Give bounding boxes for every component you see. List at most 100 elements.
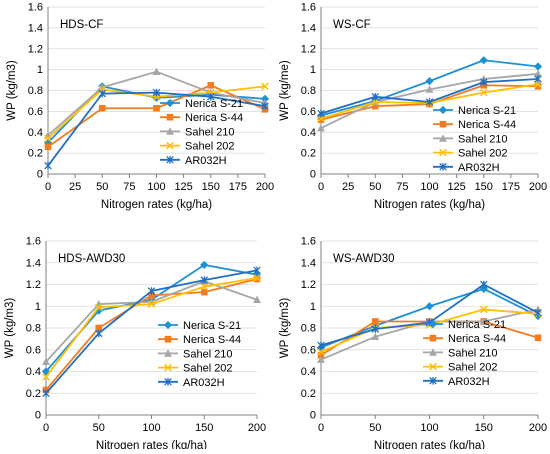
y-tick-label: 1.6 (26, 236, 41, 248)
legend-label: Sahel 210 (183, 348, 233, 360)
data-point-marker (42, 389, 50, 398)
x-tick-label: 0 (45, 181, 51, 193)
legend-label: Nerica S-44 (185, 112, 243, 124)
legend-label: Nerica S-21 (183, 320, 241, 332)
y-tick-label: 0.8 (301, 323, 316, 335)
legend-marker (166, 156, 174, 164)
x-tick-label: 100 (420, 422, 438, 434)
data-point-marker (534, 75, 542, 83)
data-point-marker (200, 282, 209, 291)
legend-label: Nerica S-44 (183, 334, 241, 346)
legend-label: Nerica S-21 (448, 319, 506, 331)
series-sahel-202 (317, 305, 542, 356)
data-point-marker (98, 89, 107, 98)
legend-label: Sahel 210 (458, 133, 508, 145)
y-tick-label: 0.2 (28, 148, 43, 160)
x-tick-label: 50 (369, 181, 381, 193)
y-tick-label: 1.4 (26, 257, 41, 269)
x-tick-label: 25 (342, 181, 354, 193)
data-point-marker (479, 317, 488, 325)
x-tick-label: 75 (123, 181, 135, 193)
y-tick-label: 0.2 (301, 388, 316, 400)
data-point-marker (253, 266, 261, 275)
data-point-marker (42, 357, 50, 366)
data-point-marker (206, 92, 215, 101)
legend-label: AR032H (183, 377, 225, 389)
y-tick-label: 1.4 (28, 22, 43, 34)
data-point-marker (42, 373, 50, 381)
y-axis-title: WP (kg/m3) (4, 298, 16, 359)
data-point-marker (371, 325, 380, 333)
legend-marker (165, 98, 175, 108)
y-tick-label: 0.2 (301, 148, 316, 160)
data-point-marker (253, 274, 261, 282)
y-tick-label: 1.6 (301, 2, 316, 14)
x-tick-label: 50 (369, 422, 381, 434)
x-tick-label: 125 (174, 181, 192, 193)
x-tick-label: 50 (96, 181, 108, 193)
y-tick-label: 0.2 (26, 388, 41, 400)
y-axis-title: WP (kg/me) (279, 60, 291, 121)
y-tick-label: 0 (35, 410, 41, 422)
x-tick-label: 150 (475, 422, 493, 434)
data-point-marker (425, 302, 434, 311)
data-point-marker (479, 305, 488, 314)
y-axis-title: WP (kg/m3) (6, 60, 18, 121)
data-point-marker (317, 355, 325, 363)
legend-label: Nerica S-21 (185, 98, 243, 110)
y-tick-label: 0.8 (301, 85, 316, 97)
legend-marker (439, 163, 447, 171)
series-ar032h (44, 88, 269, 170)
data-point-marker (371, 332, 380, 340)
data-point-marker (98, 104, 106, 112)
chart-panel-2: 0 0.2 0.4 0.6 0.8 1 1.2 1.4 1.6 0 25 50 75 100 125 150 1… (279, 2, 547, 212)
legend-label: Nerica S-21 (458, 105, 516, 117)
legend-marker (429, 348, 437, 356)
y-tick-label: 0.4 (301, 366, 316, 378)
legend: Nerica S-21 Nerica S-44 Sahel 210 Sahel 202… (158, 320, 241, 389)
x-tick-label: 50 (93, 422, 105, 434)
x-tick-label: 100 (147, 181, 165, 193)
y-tick-label: 0 (310, 169, 316, 181)
legend-marker (439, 120, 447, 128)
x-tick-label: 150 (202, 181, 220, 193)
legend-label: AR032H (458, 162, 500, 174)
y-tick-label: 1.2 (301, 279, 316, 291)
chart-title: HDS-AWD30 (58, 253, 125, 265)
x-tick-label: 200 (248, 422, 266, 434)
data-point-marker (317, 123, 325, 132)
legend-marker (166, 127, 174, 135)
legend-label: Sahel 210 (185, 126, 235, 138)
data-point-marker (317, 341, 325, 350)
chart-title: HDS-CF (60, 19, 103, 31)
data-point-marker (317, 348, 325, 356)
y-tick-label: 1 (35, 301, 41, 313)
x-tick-label: 200 (529, 422, 547, 434)
data-point-marker (317, 109, 325, 118)
x-axis-title: Nitrogen rates (kg/ha) (374, 199, 485, 211)
y-tick-label: 1 (37, 64, 43, 76)
series-sahel-210 (317, 305, 542, 363)
x-tick-label: 175 (502, 181, 520, 193)
x-axis-title: Nitrogen rates (kg/ha) (101, 199, 212, 211)
y-tick-label: 1.4 (301, 22, 316, 34)
legend-marker (438, 105, 448, 115)
y-tick-label: 1.4 (301, 257, 316, 269)
legend: Nerica S-21 Nerica S-44 Sahel 210 Sahel 202… (160, 98, 243, 167)
data-point-marker (371, 92, 380, 101)
legend: Nerica S-21 Nerica S-44 Sahel 210 Sahel 202… (423, 319, 506, 388)
legend-marker (164, 378, 172, 386)
data-point-marker (95, 324, 103, 332)
legend-marker (166, 113, 174, 121)
x-tick-label: 150 (475, 181, 493, 193)
y-tick-label: 0.6 (301, 106, 316, 118)
chart-title: WS-CF (333, 19, 371, 31)
legend-marker (429, 362, 437, 371)
x-axis-title: Nitrogen rates (kg/ha) (96, 440, 207, 449)
legend-marker (164, 349, 172, 357)
legend-label: Sahel 202 (185, 141, 235, 153)
legend-label: Sahel 202 (183, 363, 233, 375)
data-point-marker (94, 306, 103, 315)
y-tick-label: 1.6 (301, 236, 316, 248)
